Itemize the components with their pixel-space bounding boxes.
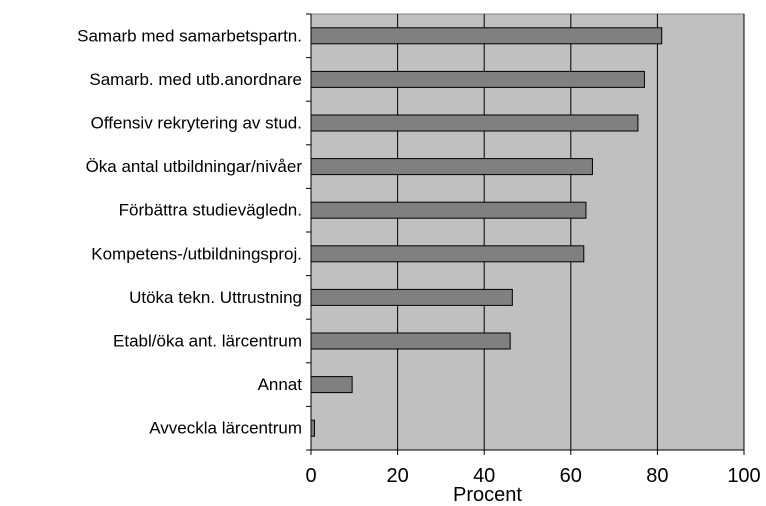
bar-series — [310, 27, 663, 437]
category-labels: Samarb med samarbetspartn. Samarb. med ut… — [77, 26, 302, 437]
bar — [310, 70, 645, 88]
category-label: Förbättra studievägledn. — [119, 201, 302, 220]
category-label: Samarb. med utb.anordnare — [89, 70, 302, 89]
bar — [310, 27, 663, 45]
bar — [310, 419, 315, 437]
category-label: Offensiv rekrytering av stud. — [91, 114, 302, 133]
category-label: Kompetens-/utbildningsproj. — [91, 244, 302, 263]
bar — [310, 158, 593, 176]
x-tick-label: 60 — [560, 465, 582, 487]
x-tick-label: 80 — [646, 465, 668, 487]
bar — [310, 332, 511, 350]
x-tick-label: 20 — [386, 465, 408, 487]
x-tick-labels: 0 20 40 60 80 100 — [305, 465, 760, 487]
bar — [310, 201, 587, 219]
category-label: Etabl/öka ant. lärcentrum — [113, 332, 302, 351]
category-label: Utöka tekn. Uttrustning — [129, 288, 302, 307]
category-label: Samarb med samarbetspartn. — [77, 26, 302, 45]
bar — [310, 288, 513, 306]
category-label: Avveckla lärcentrum — [149, 419, 302, 438]
x-tick-label: 0 — [305, 465, 316, 487]
category-label: Öka antal utbildningar/nivåer — [86, 157, 303, 176]
x-tick-label: 40 — [473, 465, 495, 487]
bar — [310, 114, 639, 132]
x-axis-title: Procent — [453, 484, 522, 506]
category-label: Annat — [258, 375, 303, 394]
bar — [310, 376, 353, 394]
axes — [306, 13, 745, 455]
bar — [310, 245, 585, 263]
x-tick-label: 100 — [727, 465, 760, 487]
